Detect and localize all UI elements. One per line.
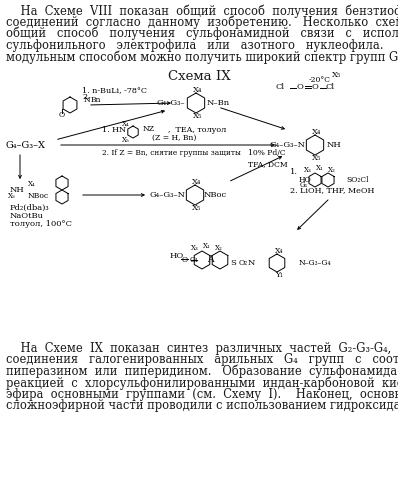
Text: X₅: X₅ [192, 204, 202, 212]
Text: N: N [247, 259, 255, 267]
Text: G₄–G₃–N: G₄–G₃–N [269, 141, 305, 149]
Text: X₄: X₄ [28, 180, 36, 188]
Text: Y₁: Y₁ [275, 271, 283, 279]
Text: реакцией  с  хлорсульфонилированными  индан-карбоновой  кислоты  сложного: реакцией с хлорсульфонилированными индан… [6, 376, 398, 390]
Text: N: N [84, 96, 91, 104]
Text: толуол, 100°C: толуол, 100°C [10, 220, 72, 228]
Text: X₄: X₄ [312, 128, 322, 136]
Text: X₄: X₄ [192, 178, 202, 186]
Text: сульфонильного   электрофила   или   азотного   нуклеофила.    Таким  образом,: сульфонильного электрофила или азотного … [6, 38, 398, 52]
Text: X₅: X₅ [332, 71, 342, 79]
Text: X₁: X₁ [203, 242, 211, 250]
Text: G₁: G₁ [189, 256, 199, 264]
Text: 1. n-BuLi, -78°C: 1. n-BuLi, -78°C [82, 86, 147, 94]
Text: O₂: O₂ [239, 259, 248, 267]
Text: общий   способ   получения   сульфонамидной   связи   с   использованием: общий способ получения сульфонамидной св… [6, 27, 398, 40]
Text: NaOtBu: NaOtBu [10, 212, 44, 220]
Text: X₂: X₂ [215, 244, 223, 252]
Text: HO: HO [299, 176, 312, 184]
Text: X₃: X₃ [191, 244, 199, 252]
Text: NH: NH [10, 186, 25, 194]
Text: S: S [230, 259, 236, 267]
Text: Cl: Cl [275, 83, 285, 91]
Text: X₃: X₃ [304, 166, 312, 174]
Text: O: O [312, 83, 318, 91]
Text: Bn: Bn [91, 96, 101, 104]
Text: HO: HO [170, 252, 184, 260]
Text: 2. If Z = Bn, снятие группы защиты: 2. If Z = Bn, снятие группы защиты [102, 149, 241, 157]
Text: X₅: X₅ [312, 154, 322, 162]
Text: соединений  согласно  данному  изобретению.   Несколько  схем  представляют: соединений согласно данному изобретению.… [6, 16, 398, 29]
Text: G₄–G₃–: G₄–G₃– [157, 99, 185, 107]
Text: ,  TEA, толуол: , TEA, толуол [168, 126, 226, 134]
Text: 1. HN: 1. HN [102, 126, 126, 134]
Text: TFA, DCM: TFA, DCM [248, 160, 288, 168]
Text: NBoc: NBoc [203, 191, 226, 199]
Text: G₄–G₃–X: G₄–G₃–X [5, 140, 45, 149]
Text: X₂: X₂ [328, 166, 336, 174]
Text: N–G₃–G₄: N–G₃–G₄ [299, 259, 332, 267]
Text: O: O [182, 256, 188, 264]
Text: (Z = H, Bn): (Z = H, Bn) [152, 134, 196, 142]
Text: -20°C: -20°C [309, 76, 331, 84]
Text: O: O [297, 83, 303, 91]
Text: 2. LiOH, THF, MeOH: 2. LiOH, THF, MeOH [290, 186, 375, 194]
Text: SO₂Cl: SO₂Cl [346, 176, 369, 184]
Text: X₄: X₄ [275, 247, 283, 255]
Text: 10% Pd/C: 10% Pd/C [248, 149, 286, 157]
Text: X₅: X₅ [193, 112, 203, 120]
Text: NZ: NZ [143, 125, 155, 133]
Text: сложноэфирной части проводили с использованием гидроксида лития.: сложноэфирной части проводили с использо… [6, 400, 398, 412]
Text: 2.: 2. [82, 93, 90, 101]
Text: O: O [59, 111, 65, 119]
Text: Схема IX: Схема IX [168, 70, 230, 83]
Text: G₄–G₃–N: G₄–G₃–N [150, 191, 186, 199]
Text: пиперазином  или  пиперидином.   Образование  сульфонамида  обеспечивается: пиперазином или пиперидином. Образование… [6, 365, 398, 378]
Text: модульным способом можно получить широкий спектр групп G₂-G₃-G₄.: модульным способом можно получить широки… [6, 50, 398, 64]
Text: X₄: X₄ [193, 86, 203, 94]
Text: A: A [207, 256, 213, 264]
Text: X₁: X₁ [316, 164, 324, 172]
Text: NBoc: NBoc [28, 192, 49, 200]
Text: Cl: Cl [326, 83, 335, 91]
Text: X₅: X₅ [122, 136, 130, 144]
Text: 1.: 1. [290, 168, 298, 176]
Text: X₅: X₅ [8, 192, 16, 200]
Text: Pd₂(dba)₃: Pd₂(dba)₃ [10, 204, 50, 212]
Text: N–Bn: N–Bn [207, 99, 230, 107]
Text: соединения   галогенированных   арильных   G₄   групп   с   соответствующим: соединения галогенированных арильных G₄ … [6, 354, 398, 366]
Text: На  Схеме  IX  показан  синтез  различных  частей  G₂-G₃-G₄,  исходя  из: На Схеме IX показан синтез различных час… [6, 342, 398, 355]
Text: На  Схеме  VIII  показан  общий  способ  получения  бензтиофеновых: На Схеме VIII показан общий способ получ… [6, 4, 398, 18]
Text: X₄: X₄ [122, 120, 130, 128]
Text: эфира  основными  группами  (см.  Схему  I).    Наконец,  основный  гидролиз: эфира основными группами (см. Схему I). … [6, 388, 398, 401]
Text: G₁: G₁ [300, 181, 308, 189]
Text: NH: NH [327, 141, 341, 149]
